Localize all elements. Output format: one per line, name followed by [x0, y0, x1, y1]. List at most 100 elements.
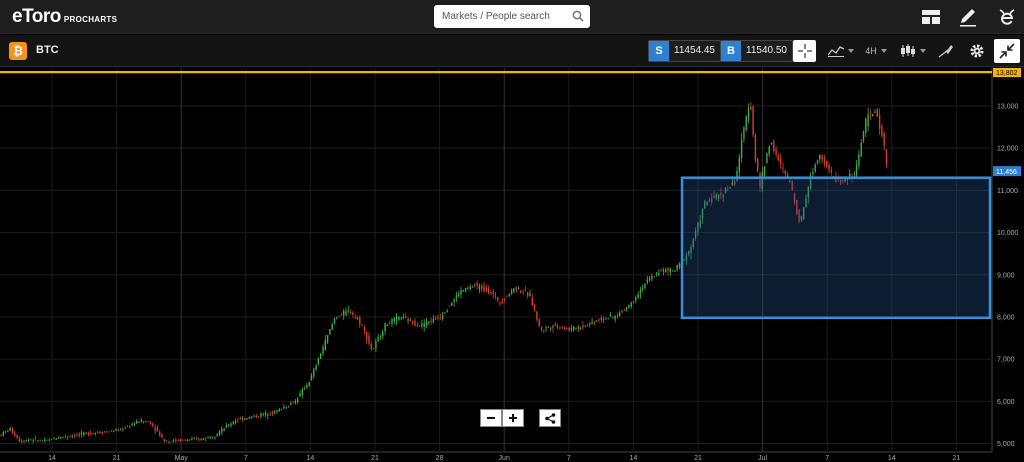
chevron-down-icon [880, 49, 887, 53]
etoro-profile-icon[interactable] [996, 6, 1018, 28]
candle-body [559, 327, 561, 329]
candle-body [471, 286, 474, 288]
candle-body [262, 414, 264, 416]
zoom-in-button[interactable] [502, 409, 524, 427]
candle-body [515, 287, 517, 290]
chevron-down-icon [848, 49, 854, 53]
candle-body [605, 318, 607, 320]
x-tick-label: May [175, 455, 189, 462]
indicators-dropdown[interactable] [826, 40, 856, 62]
candle-body [589, 323, 591, 325]
candle-body [780, 158, 782, 164]
candle-body [814, 164, 816, 172]
candle-body [18, 438, 21, 442]
timeframe-dropdown[interactable]: 4H [863, 40, 889, 62]
price-chart[interactable]: 5,000 6,000 7,000 8,000 9,000 10,000 11,000 12,… [0, 68, 1024, 462]
candle-body [573, 326, 575, 331]
etoro-logo[interactable]: eToro PROCHARTS [12, 6, 117, 28]
candlestick-icon [901, 44, 915, 57]
candle-body [320, 353, 322, 359]
candle-body [630, 302, 632, 307]
candle-body [619, 312, 621, 316]
candle-body [412, 321, 414, 324]
high-price-badge [993, 68, 1021, 78]
candle-body [839, 179, 842, 183]
candle-body [317, 358, 320, 365]
candle-body [740, 139, 743, 158]
candle-body [683, 259, 685, 261]
candle-body [448, 305, 451, 307]
candle-body [821, 154, 823, 160]
candle-body [283, 407, 285, 409]
candle-body [400, 318, 402, 320]
candle-body [460, 289, 462, 295]
y-tick-label: 13,000 [997, 103, 1019, 110]
settings-button[interactable] [966, 40, 988, 62]
logo-wordmark: eToro [12, 6, 61, 27]
candle-body [324, 339, 326, 350]
candle-body [170, 441, 172, 443]
share-button[interactable] [539, 409, 561, 427]
x-tick-label: 14 [888, 455, 896, 462]
candle-body [159, 431, 161, 436]
candle-body [533, 304, 536, 311]
current-price-badge [993, 166, 1021, 177]
candle-body [791, 181, 793, 190]
search-icon[interactable] [572, 10, 584, 22]
candle-body [331, 323, 333, 330]
candle-body [416, 325, 418, 327]
candle-body [278, 409, 280, 412]
candle-body [103, 431, 106, 433]
candle-body [124, 427, 126, 429]
candle-body [874, 112, 876, 114]
candle-body [122, 429, 124, 431]
instrument-name: BTC [36, 44, 59, 56]
candle-body [628, 305, 630, 308]
chart-canvas[interactable]: 5,000 6,000 7,000 8,000 9,000 10,000 11,000 12,… [0, 68, 1024, 462]
candle-body [2, 432, 4, 436]
candle-body [0, 434, 2, 436]
exit-fullscreen-button[interactable] [994, 39, 1020, 63]
candle-body [119, 429, 122, 431]
timeframe-label: 4H [865, 46, 877, 56]
candle-body [706, 202, 708, 206]
candle-body [648, 278, 651, 281]
candle-body [807, 186, 809, 198]
zoom-out-button[interactable] [480, 409, 502, 427]
pencil-icon[interactable] [957, 6, 979, 28]
candle-body [50, 439, 53, 441]
sell-price-button[interactable]: S 11454.45 [648, 40, 721, 62]
candle-body [796, 199, 798, 215]
candle-body [4, 431, 7, 433]
candle-body [846, 178, 849, 181]
candle-body [172, 439, 175, 442]
candle-body [688, 250, 690, 255]
drawing-tools-button[interactable] [935, 40, 957, 62]
search-input[interactable] [434, 5, 564, 28]
candle-body [844, 176, 846, 182]
chart-type-dropdown[interactable] [898, 40, 928, 62]
candle-body [667, 267, 669, 271]
candle-body [140, 419, 142, 422]
candle-body [338, 315, 340, 317]
candle-body [382, 331, 384, 337]
buy-price-button[interactable]: B 11540.50 [720, 40, 793, 62]
candle-body [609, 314, 612, 317]
candle-body [241, 417, 244, 421]
layout-icon[interactable] [920, 6, 942, 28]
candle-body [165, 440, 168, 442]
candle-body [269, 414, 271, 416]
candle-body [474, 284, 476, 286]
candle-body [67, 436, 69, 438]
candle-body [435, 318, 437, 320]
candle-body [563, 327, 566, 330]
candle-body [352, 312, 354, 315]
candle-body [715, 194, 717, 198]
x-tick-label: 7 [244, 455, 248, 462]
candle-body [598, 319, 600, 321]
crosshair-button[interactable] [793, 40, 816, 62]
candle-body [290, 403, 292, 406]
candle-body [90, 432, 92, 435]
logo-subtitle: PROCHARTS [63, 15, 118, 24]
candle-body [729, 187, 731, 189]
